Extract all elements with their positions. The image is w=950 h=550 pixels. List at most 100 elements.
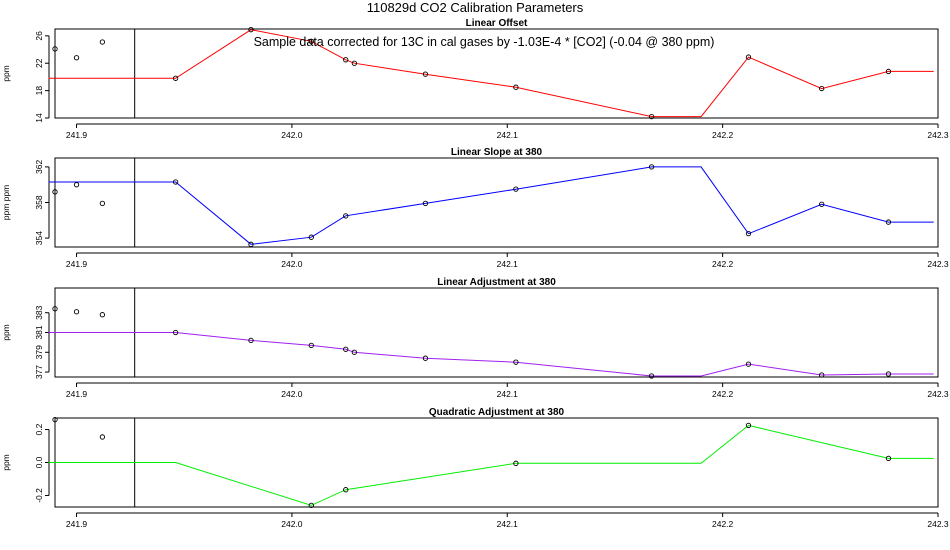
series-line: [48, 424, 934, 506]
y-tick-label: 383: [34, 305, 44, 319]
data-point: [422, 355, 429, 361]
series-line: [48, 29, 934, 118]
y-tick-label: 362: [34, 160, 44, 174]
data-point: [422, 71, 429, 77]
plot-frame: [54, 28, 939, 119]
data-point: [351, 60, 358, 66]
data-point: [648, 113, 655, 120]
data-point: [308, 502, 314, 509]
chart-panel-1: Linear Offset 241.9 242.0 242.1 242.2 242.3 14…: [1, 18, 949, 140]
x-tick-label: 242.2: [712, 130, 734, 140]
data-point: [745, 361, 752, 367]
data-point: [513, 84, 519, 90]
x-tick-label: 242.1: [497, 259, 519, 269]
data-point: [248, 27, 254, 33]
x-tick-label: 242.3: [927, 259, 949, 269]
data-point: [745, 422, 752, 429]
plot-frame: [54, 157, 939, 248]
x-tick-label: 242.0: [281, 130, 303, 140]
y-axis-label: ppm: [1, 454, 11, 471]
data-point: [308, 38, 314, 44]
data-point: [172, 179, 179, 185]
y-tick-label: 377: [34, 365, 44, 379]
data-point: [648, 164, 655, 170]
data-point: [73, 182, 80, 188]
data-point: [308, 342, 314, 349]
y-tick-label: -0.2: [34, 488, 44, 503]
x-tick-label: 242.3: [927, 389, 949, 399]
panel-title: Linear Slope at 380: [451, 147, 543, 158]
series-line: [48, 332, 934, 377]
x-tick-label: 242.0: [281, 389, 303, 399]
data-point: [351, 349, 358, 355]
data-point: [513, 186, 519, 192]
data-point: [99, 200, 106, 207]
figure-title: 110829d CO2 Calibration Parameters: [367, 0, 584, 15]
x-tick-label: 241.9: [66, 389, 88, 399]
data-point: [99, 312, 106, 318]
data-point: [885, 455, 892, 462]
x-tick-label: 241.9: [66, 519, 88, 529]
data-point: [73, 309, 80, 315]
x-tick-label: 242.3: [927, 130, 949, 140]
data-point: [172, 329, 179, 336]
x-tick-label: 242.0: [281, 519, 303, 529]
data-point: [248, 241, 254, 247]
x-tick-label: 242.3: [927, 519, 949, 529]
data-point: [885, 219, 892, 225]
data-point: [248, 337, 254, 344]
data-point: [52, 189, 58, 195]
data-point: [422, 200, 429, 207]
x-tick-label: 241.9: [66, 259, 88, 269]
y-tick-label: 0.2: [34, 423, 44, 435]
panels-group: Linear Offset 241.9 242.0 242.1 242.2 242.3 14…: [1, 18, 949, 529]
data-point: [308, 234, 314, 240]
data-point: [99, 434, 106, 440]
panel-title: Linear Adjustment at 380: [437, 277, 556, 288]
y-tick-label: 22: [34, 58, 44, 68]
x-tick-label: 242.0: [281, 259, 303, 269]
data-point: [343, 213, 349, 219]
data-point: [819, 201, 825, 207]
data-point: [99, 39, 106, 45]
x-tick-label: 242.1: [497, 130, 519, 140]
data-point: [343, 346, 349, 352]
data-point: [885, 371, 892, 377]
x-tick-label: 242.1: [497, 519, 519, 529]
data-point: [745, 54, 752, 60]
data-point: [343, 57, 349, 63]
data-point: [52, 46, 58, 52]
data-point: [819, 372, 825, 378]
chart-panel-2: Linear Slope at 380 241.9 242.0 242.1 242.2 2…: [1, 147, 949, 269]
y-tick-label: 358: [34, 195, 44, 209]
x-tick-label: 242.2: [712, 259, 734, 269]
x-tick-label: 242.2: [712, 519, 734, 529]
panel-title: Quadratic Adjustment at 380: [429, 407, 565, 418]
data-point: [73, 55, 80, 61]
series-line: [48, 166, 934, 245]
y-axis-label: ppm ppm: [1, 185, 11, 220]
plot-frame: [54, 417, 939, 508]
data-point: [52, 416, 58, 423]
y-tick-label: 354: [34, 231, 44, 245]
y-axis-label: ppm: [1, 324, 11, 341]
y-tick-label: 379: [34, 345, 44, 359]
y-tick-label: 26: [34, 31, 44, 41]
x-tick-label: 242.2: [712, 389, 734, 399]
data-point: [745, 230, 752, 237]
data-point: [819, 85, 825, 92]
data-point: [648, 373, 655, 379]
data-point: [343, 487, 349, 493]
data-point: [513, 460, 519, 466]
data-point: [52, 306, 58, 312]
data-point: [885, 68, 892, 75]
panel-title: Linear Offset: [466, 18, 528, 29]
plot-frame: [54, 287, 939, 378]
chart-panel-3: Linear Adjustment at 380 241.9 242.0 242.1 2…: [1, 277, 949, 399]
y-axis-label: ppm: [1, 65, 11, 82]
y-tick-label: 381: [34, 325, 44, 339]
correction-note: Sample data corrected for 13C in cal gas…: [254, 35, 715, 49]
x-tick-label: 242.1: [497, 389, 519, 399]
y-tick-label: 18: [34, 86, 44, 96]
